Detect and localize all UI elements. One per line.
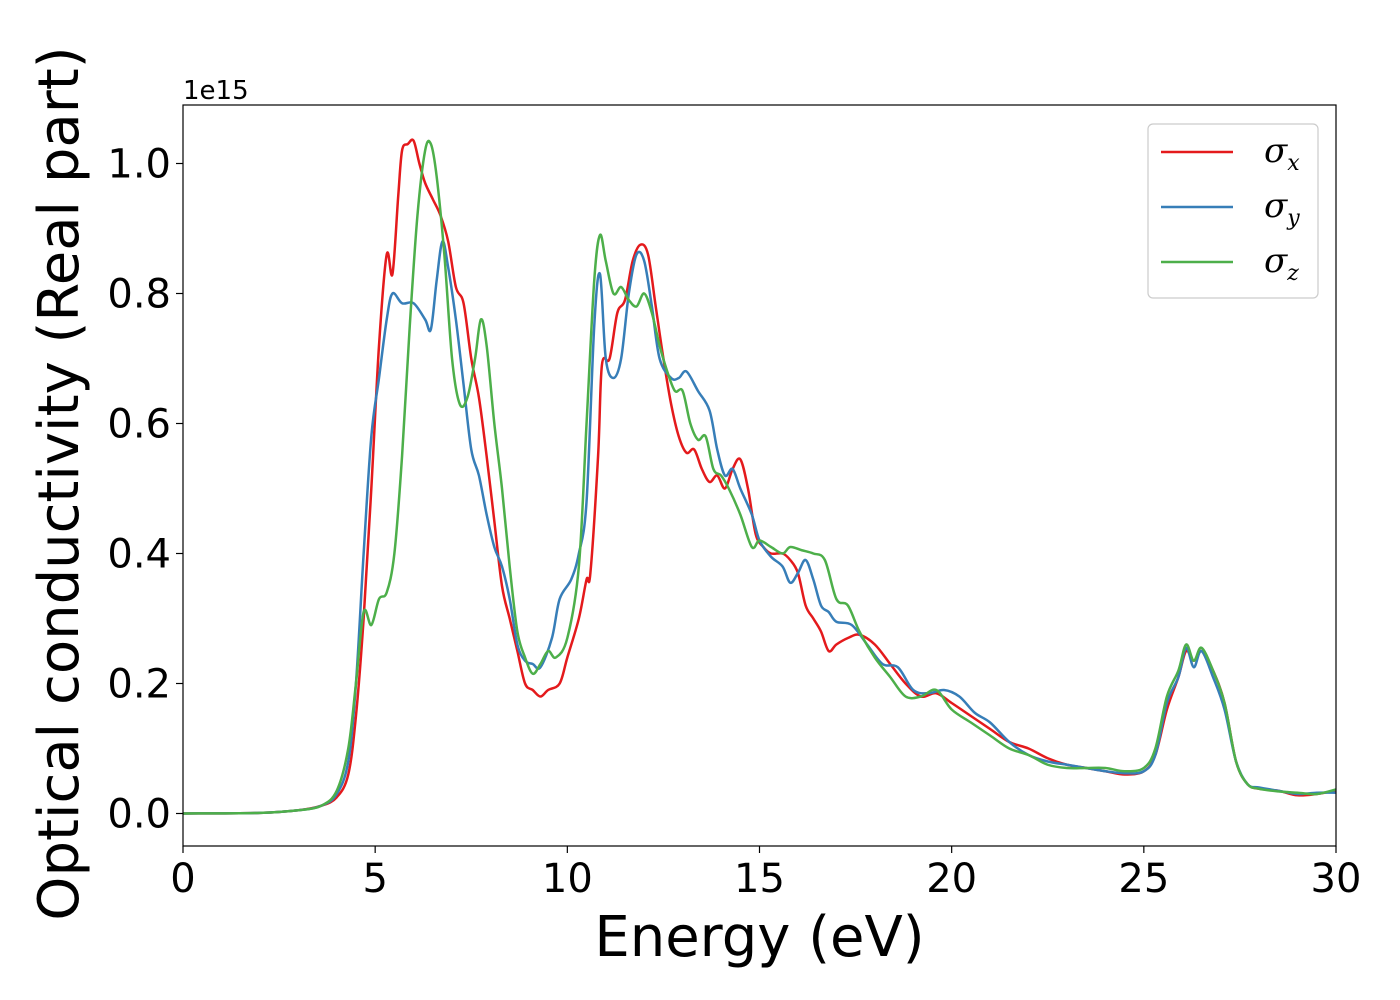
x-tick-label: 25 bbox=[1118, 856, 1169, 902]
legend-box bbox=[1147, 123, 1319, 299]
x-axis: 0 5 10 15 20 25 30 bbox=[170, 846, 1361, 902]
x-axis-label: Energy (eV) bbox=[594, 905, 924, 970]
x-tick-label: 0 bbox=[170, 856, 195, 902]
y-tick-label: 0.8 bbox=[107, 272, 171, 318]
y-tick-label: 1.0 bbox=[107, 142, 171, 188]
x-tick-label: 15 bbox=[734, 856, 785, 902]
y-offset-label: 1e15 bbox=[183, 76, 249, 106]
series-line-z bbox=[183, 139, 1336, 815]
x-tick-label: 30 bbox=[1311, 856, 1362, 902]
x-tick-label: 5 bbox=[362, 856, 387, 902]
y-axis-label: Optical conductivity (Real part) bbox=[27, 46, 92, 920]
y-axis: 0.0 0.2 0.4 0.6 0.8 1.0 bbox=[107, 142, 183, 838]
y-tick-label: 0.6 bbox=[107, 402, 171, 448]
y-tick-label: 0.2 bbox=[107, 662, 171, 708]
y-tick-label: 0.4 bbox=[107, 532, 171, 578]
x-tick-label: 10 bbox=[542, 856, 593, 902]
series-line-y bbox=[183, 240, 1336, 815]
y-tick-label: 0.0 bbox=[107, 792, 171, 838]
x-tick-label: 20 bbox=[926, 856, 977, 902]
series-layer bbox=[183, 138, 1336, 815]
